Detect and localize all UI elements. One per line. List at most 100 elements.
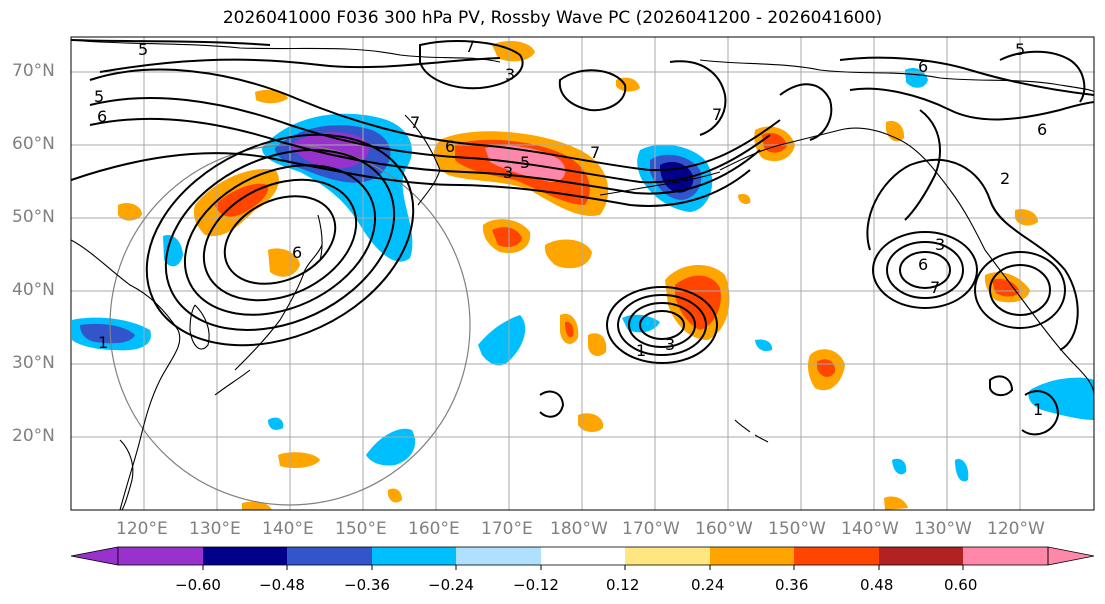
pv-contour — [202, 178, 358, 302]
positive-anomaly-area — [492, 227, 522, 247]
pv-contour — [71, 152, 751, 207]
pv-contour — [989, 375, 1014, 396]
pv-contour — [71, 39, 271, 46]
negative-anomaly-area — [268, 417, 284, 430]
positive-anomaly-area — [578, 413, 604, 432]
alaska-coastline — [719, 127, 986, 251]
longitude-label: 180°W — [550, 519, 608, 539]
japan-coastline-south — [214, 369, 251, 396]
pv-contour — [779, 83, 833, 141]
colorbar-outline — [117, 546, 1049, 566]
colorbar-tick-label: −0.48 — [259, 576, 305, 594]
negative-anomaly-area — [1028, 377, 1094, 420]
sakhalin-coastline — [317, 214, 323, 261]
longitude-label: 130°W — [914, 519, 972, 539]
contour-label: 1 — [1033, 400, 1043, 419]
colorbar-extend-left — [70, 546, 119, 566]
negative-anomaly-area — [955, 459, 969, 482]
contour-label: 3 — [665, 335, 675, 354]
pv-contour — [419, 40, 524, 90]
pv-contour — [558, 69, 627, 112]
colorbar-tick-label: 0.36 — [775, 576, 809, 594]
colorbar-tick-label: −0.60 — [175, 576, 221, 594]
positive-anomaly-area — [118, 203, 142, 221]
latitude-label: 70°N — [12, 61, 55, 81]
colorbar-segment — [372, 547, 456, 565]
graticule — [71, 37, 1094, 510]
pv-contour — [606, 286, 718, 364]
pv-contour — [839, 56, 1094, 96]
contour-label: 3 — [503, 163, 513, 182]
colorbar-segment — [287, 547, 372, 565]
pv-contour — [866, 159, 1079, 351]
japan-coastline — [234, 244, 323, 371]
positive-anomaly-area — [884, 496, 908, 510]
coastlines — [71, 39, 1094, 510]
contour-label: 5 — [520, 153, 530, 172]
colorbar-extend-right — [1047, 546, 1095, 566]
colorbar-tick-label: −0.36 — [344, 576, 390, 594]
contour-label: 1 — [98, 333, 108, 352]
positive-anomaly-area — [544, 239, 592, 269]
contour-label: 3 — [935, 235, 945, 254]
hawaii-islands — [734, 419, 769, 443]
latitude-label: 20°N — [12, 426, 55, 446]
pv-contour — [639, 310, 685, 340]
colorbar-tick-label: −0.24 — [428, 576, 474, 594]
contour-label: 7 — [465, 37, 475, 56]
contour-label: 6 — [445, 137, 455, 156]
contour-label: 6 — [918, 255, 928, 274]
pv-contour — [164, 149, 396, 331]
pv-contours — [71, 39, 1094, 436]
colorbar — [70, 546, 1095, 570]
latitude-label: 40°N — [12, 280, 55, 300]
contour-label: 6 — [292, 243, 302, 262]
pv-contour — [99, 57, 501, 73]
pv-contour — [872, 231, 978, 309]
pv-contour — [89, 96, 771, 184]
aleutian-chain — [599, 171, 721, 196]
longitude-label: 150°W — [768, 519, 826, 539]
colorbar-segment — [625, 547, 710, 565]
colorbar-segment — [710, 547, 794, 565]
pv-contour — [183, 164, 377, 316]
colorbar-tick-label: 0.24 — [691, 576, 725, 594]
positive-anomaly-area — [762, 133, 787, 153]
colorbar-segment — [794, 547, 879, 565]
pv-contour — [628, 302, 696, 348]
negative-anomaly-area — [478, 315, 526, 366]
pv-contour — [899, 251, 951, 289]
arctic-coastline — [699, 59, 1094, 93]
pv-contour — [617, 294, 707, 356]
pv-contour — [89, 68, 781, 172]
longitude-label: 170°W — [622, 519, 680, 539]
contour-label: 5 — [138, 40, 148, 59]
pv-contour — [849, 87, 1094, 121]
negative-anomaly-area — [366, 428, 416, 466]
contour-label: 7 — [590, 143, 600, 162]
latitude-label: 30°N — [12, 353, 55, 373]
pv-contour — [89, 117, 761, 195]
colorbar-segment — [118, 547, 203, 565]
longitude-label: 160°E — [408, 519, 460, 539]
positive-anomaly-area — [738, 193, 751, 205]
longitude-label: 120°E — [116, 519, 168, 539]
contour-label: 6 — [918, 57, 928, 76]
pv-contour — [974, 251, 1066, 329]
colorbar-segment — [541, 547, 625, 565]
contour-label: 3 — [505, 65, 515, 84]
contour-label: 1 — [636, 341, 646, 360]
positive-anomaly-area — [278, 452, 320, 468]
map-title: 2026041000 F036 300 hPa PV, Rossby Wave … — [222, 8, 883, 28]
colorbar-tick-label: −0.12 — [513, 576, 559, 594]
colorbar-tick-label: 0.12 — [606, 576, 640, 594]
positive-anomaly-area — [388, 488, 402, 503]
pv-contour — [223, 195, 337, 285]
contour-label: 7 — [410, 113, 420, 132]
negative-anomaly-area — [163, 234, 183, 267]
negative-anomaly-area — [80, 323, 135, 344]
colorbar-tick-label: 0.48 — [860, 576, 894, 594]
longitude-label: 130°E — [189, 519, 241, 539]
colorbar-segment — [963, 547, 1048, 565]
